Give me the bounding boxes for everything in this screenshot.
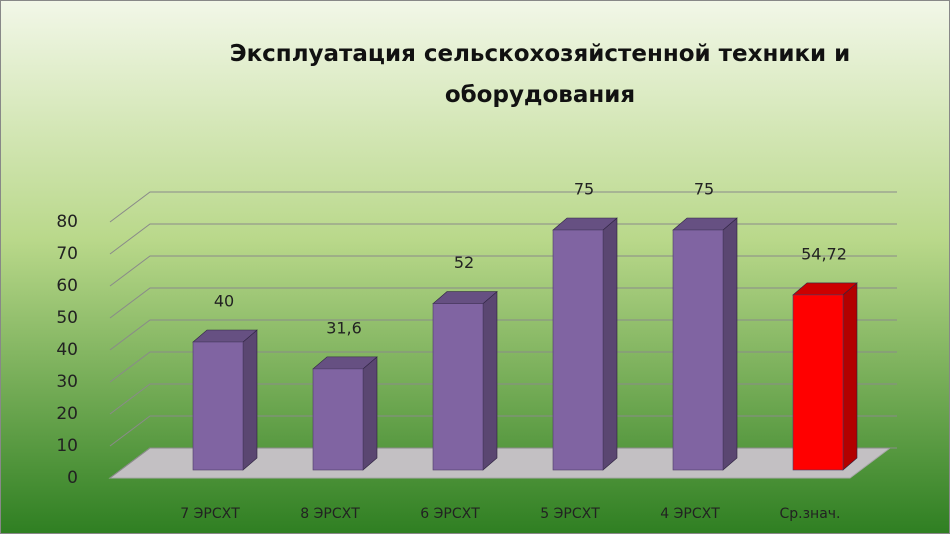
x-tick-label: 4 ЭРСХТ (660, 506, 720, 522)
bar (672, 229, 724, 471)
bar-side (602, 217, 618, 471)
y-tick-label: 0 (67, 468, 78, 488)
grid-line (109, 319, 897, 351)
grid-line (109, 223, 897, 255)
grid-line (109, 287, 897, 319)
grid-line (109, 447, 897, 479)
plot-area: 0 10 20 30 40 50 60 70 80 7 ЭРСХТ 40 8 ЭРСХТ 31,6 6 Э… (56, 180, 897, 522)
data-label: 52 (454, 253, 474, 272)
bar-side (242, 329, 258, 471)
bar (792, 294, 844, 471)
y-tick-label: 50 (56, 308, 78, 328)
bar-side (842, 282, 858, 471)
data-label: 40 (214, 292, 234, 311)
bar (432, 303, 484, 471)
y-tick-label: 80 (56, 212, 78, 232)
grid-line (109, 383, 897, 415)
grid-line (109, 255, 897, 287)
y-tick-label: 10 (56, 436, 78, 456)
data-label: 75 (574, 180, 594, 199)
y-tick-label: 40 (56, 340, 78, 360)
bar (312, 368, 364, 471)
bar (192, 341, 244, 471)
x-tick-label: 8 ЭРСХТ (300, 506, 360, 522)
x-tick-label: Ср.знач. (779, 506, 840, 522)
y-tick-label: 20 (56, 404, 78, 424)
grid-line (109, 351, 897, 383)
data-label: 75 (694, 180, 714, 199)
bar-side (482, 290, 498, 471)
x-tick-label: 7 ЭРСХТ (180, 506, 240, 522)
grid-line (109, 415, 897, 447)
data-label: 54,72 (801, 244, 847, 263)
x-tick-label: 6 ЭРСХТ (420, 506, 480, 522)
bar (552, 229, 604, 471)
y-tick-label: 30 (56, 372, 78, 392)
chart-title: Эксплуатация сельскохозяйстенной техники… (229, 41, 851, 108)
y-tick-label: 70 (56, 244, 78, 264)
data-label: 31,6 (326, 318, 362, 337)
bar-side (362, 356, 378, 471)
y-tick-label: 60 (56, 276, 78, 296)
bar-side (722, 217, 738, 471)
x-tick-label: 5 ЭРСХТ (540, 506, 600, 522)
grid-line (109, 191, 897, 223)
